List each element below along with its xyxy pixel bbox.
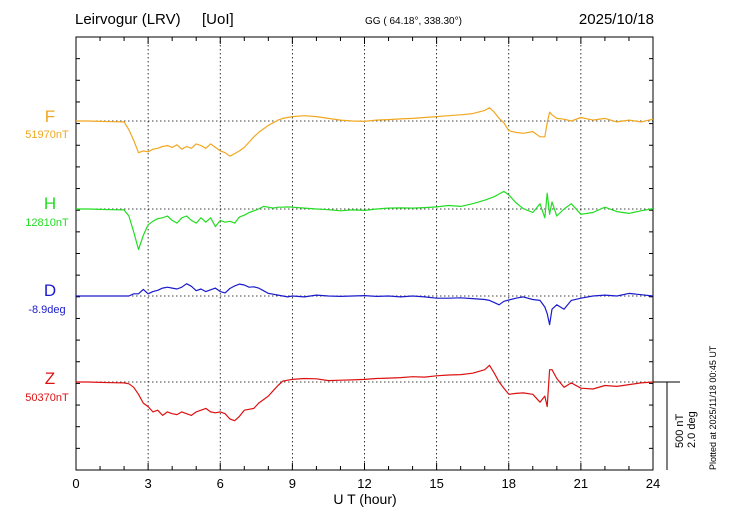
scale-nt-label: 500 nT xyxy=(674,413,686,448)
coordinates-label: GG ( 64.18°, 338.30°) xyxy=(365,16,462,27)
scale-deg-label: 2.0 deg xyxy=(686,411,698,448)
series-line-Z xyxy=(76,364,654,422)
x-axis-label: U T (hour) xyxy=(333,491,396,507)
x-tick-label: 21 xyxy=(574,476,588,491)
series-line-D xyxy=(76,283,654,326)
baselines xyxy=(76,120,653,383)
plotted-timestamp: Plotted at 2025/11/18 00:45 UT xyxy=(708,345,718,470)
x-tick-label: 24 xyxy=(646,476,660,491)
series-label-H: H xyxy=(44,194,56,213)
series-label-F: F xyxy=(45,107,55,126)
institute-label: [UoI] xyxy=(202,11,234,28)
x-tick-label: 0 xyxy=(72,476,79,491)
x-tick-label: 3 xyxy=(145,476,152,491)
series-baseline-label-F: 51970nT xyxy=(25,129,69,141)
x-tick-label: 12 xyxy=(357,476,371,491)
grid xyxy=(147,37,582,470)
series-label-Z: Z xyxy=(45,369,55,388)
x-tick-label: 18 xyxy=(502,476,516,491)
station-title: Leirvogur (LRV) xyxy=(75,11,181,28)
series-lines xyxy=(76,107,654,422)
series-line-H xyxy=(76,190,654,251)
series-baseline-label-H: 12810nT xyxy=(25,217,69,229)
series-label-D: D xyxy=(44,281,56,300)
x-tick-labels: 0 3 6 9 12 15 18 21 24 xyxy=(72,476,660,491)
series-line-F xyxy=(76,107,654,157)
series-labels: F 51970nT H 12810nT D -8.9deg Z 50370nT xyxy=(25,107,69,404)
series-baseline-label-Z: 50370nT xyxy=(25,392,69,404)
x-tick-label: 9 xyxy=(289,476,296,491)
series-baseline-label-D: -8.9deg xyxy=(28,304,65,316)
date-label: 2025/10/18 xyxy=(579,11,654,28)
axis-ticks xyxy=(75,36,654,471)
x-tick-label: 6 xyxy=(217,476,224,491)
x-tick-label: 15 xyxy=(429,476,443,491)
